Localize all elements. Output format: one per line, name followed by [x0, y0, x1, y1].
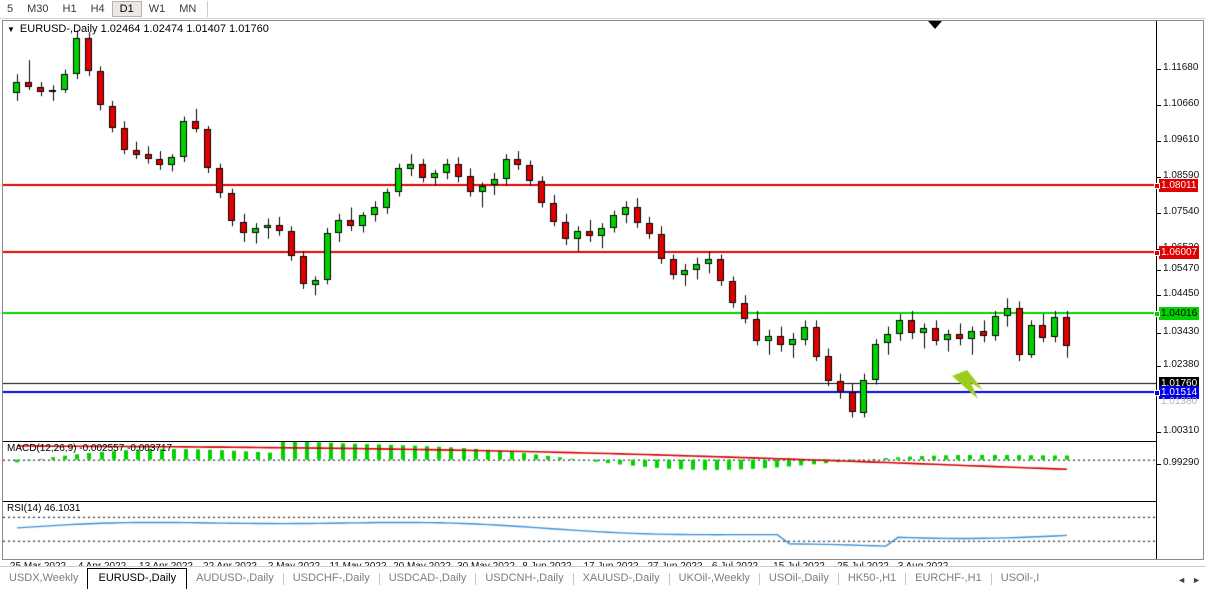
price-level-label-red[interactable]: 1.08011	[1154, 179, 1199, 192]
price-tick-label: 1.05470	[1163, 263, 1200, 274]
tab-divider	[378, 573, 380, 585]
level-drag-handle[interactable]	[1154, 389, 1160, 396]
price-tick-label: 1.09610	[1163, 134, 1200, 145]
tab-divider	[837, 573, 839, 585]
chart-tab-ukoil-weekly[interactable]: UKOil-,Weekly	[678, 572, 750, 584]
price-tick-label: 0.99290	[1163, 457, 1200, 468]
price-tick-label: 1.00310	[1163, 425, 1200, 436]
timeframe-button-mn[interactable]: MN	[179, 3, 197, 15]
price-level-label-ghost[interactable]: 1.01380	[1161, 396, 1198, 407]
rsi-canvas	[3, 502, 1156, 559]
chart-tab-usdcnh-daily[interactable]: USDCNH-,Daily	[485, 572, 564, 584]
chart-tab-usoil-daily[interactable]: USOil-,Daily	[768, 572, 829, 584]
chart-tab-xauusd-daily[interactable]: XAUUSD-,Daily	[582, 572, 660, 584]
price-tick-label: 1.08590	[1163, 170, 1200, 181]
candlestick-canvas[interactable]	[3, 21, 1156, 441]
price-level-label-red[interactable]: 1.06007	[1154, 246, 1200, 259]
chart-tab-usdx-weekly[interactable]: USDX,Weekly	[9, 572, 79, 584]
tab-scroll-left-icon[interactable]: ◄	[1177, 575, 1187, 585]
price-tick-label: 1.07540	[1163, 206, 1200, 217]
price-level-label-blue[interactable]: 1.01514	[1154, 386, 1200, 399]
level-drag-handle[interactable]	[1154, 182, 1160, 189]
tab-scroll-right-icon[interactable]: ►	[1192, 575, 1201, 585]
price-tick-label: 1.11680	[1163, 62, 1199, 73]
chart-top-marker-icon	[928, 21, 942, 29]
timeframe-button-h1[interactable]: H1	[62, 3, 77, 15]
level-drag-handle[interactable]	[1154, 249, 1160, 256]
macd-label: MACD(12,26,9) -0.002557 -0.003717	[7, 443, 173, 454]
chart-tab-usdcad-daily[interactable]: USDCAD-,Daily	[388, 572, 467, 584]
price-tick-label: 1.02380	[1163, 359, 1200, 370]
tab-scroll-arrows: ◄ ►	[1177, 575, 1206, 589]
timeframe-button-5[interactable]: 5	[7, 3, 14, 15]
price-tick-label: 1.10660	[1163, 98, 1200, 109]
chart-frame[interactable]: ▼ EURUSD-,Daily 1.02464 1.02474 1.01407 …	[2, 20, 1204, 560]
tab-divider	[990, 573, 992, 585]
rsi-pane[interactable]: RSI(14) 46.1031	[3, 501, 1156, 559]
rsi-label: RSI(14) 46.1031	[7, 503, 81, 514]
chart-tab-hk50-h1[interactable]: HK50-,H1	[847, 572, 897, 584]
level-drag-handle[interactable]	[1154, 310, 1160, 317]
price-axis[interactable]: 1.116801.106601.096101.085901.075401.065…	[1154, 21, 1203, 559]
tab-divider	[282, 573, 284, 585]
tab-divider	[905, 573, 907, 585]
chart-tab-usdchf-daily[interactable]: USDCHF-,Daily	[292, 572, 370, 584]
timeframe-toolbar: 5 M30 H1 H4 D1 W1 MN	[0, 0, 1206, 19]
chart-tab-eurchf-h1[interactable]: EURCHF-,H1	[915, 572, 982, 584]
price-tick-label: 1.03430	[1163, 326, 1200, 337]
tab-divider	[572, 573, 574, 585]
price-level-label-green[interactable]: 1.04016	[1154, 307, 1200, 320]
toolbar-divider	[207, 1, 209, 17]
timeframe-button-w1[interactable]: W1	[148, 3, 166, 15]
macd-canvas	[3, 442, 1156, 501]
timeframe-button-m30[interactable]: M30	[27, 3, 49, 15]
tab-divider	[758, 573, 760, 585]
timeframe-button-d1[interactable]: D1	[111, 1, 142, 17]
chart-header-caret-icon[interactable]: ▼	[7, 24, 15, 34]
macd-pane[interactable]: MACD(12,26,9) -0.002557 -0.003717	[3, 441, 1156, 501]
price-plot-area[interactable]: ▼ EURUSD-,Daily 1.02464 1.02474 1.01407 …	[3, 21, 1156, 441]
chart-tab-eurusd-daily[interactable]: EURUSD-,Daily	[87, 568, 188, 589]
timeframe-button-h4[interactable]: H4	[90, 3, 105, 15]
tab-divider	[475, 573, 477, 585]
chart-tab-bar: USDX,Weekly EURUSD-,Daily AUDUSD-,Daily USD…	[0, 566, 1206, 589]
price-tick-label: 1.04450	[1163, 288, 1200, 299]
chart-header: ▼ EURUSD-,Daily 1.02464 1.02474 1.01407 …	[7, 23, 269, 35]
chart-tab-usoil-i[interactable]: USOil-,I	[1000, 572, 1040, 584]
tab-divider	[668, 573, 670, 585]
chart-symbol-ohlc-label: EURUSD-,Daily 1.02464 1.02474 1.01407 1.…	[19, 23, 269, 35]
chart-tab-audusd-daily[interactable]: AUDUSD-,Daily	[196, 572, 274, 584]
